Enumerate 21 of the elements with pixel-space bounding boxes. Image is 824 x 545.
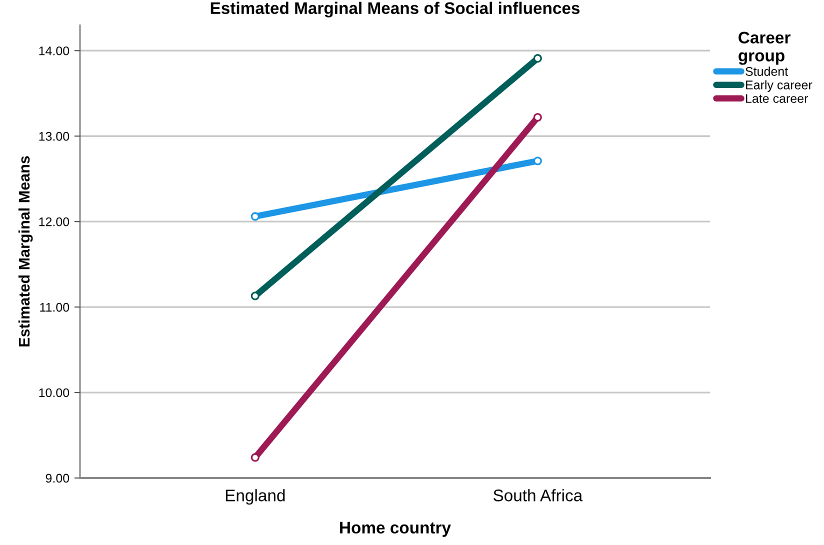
y-axis-title: Estimated Marginal Means: [18, 156, 33, 346]
point: [533, 54, 542, 63]
legend-title: Career group: [738, 32, 790, 65]
x-axis-title: Home country: [340, 522, 451, 537]
y-tick-label: 12.00: [39, 217, 70, 226]
point: [250, 453, 260, 462]
x-tick-label: England: [226, 489, 285, 505]
chart-title: Estimated Marginal Means of Social influences: [210, 2, 580, 18]
x-tick-label: South Africa: [493, 489, 583, 502]
point: [250, 292, 260, 300]
y-tick-label: 14.00: [39, 46, 70, 56]
y-tick-label: 10.00: [39, 388, 70, 398]
legend-label: Early career: [746, 80, 812, 92]
point: [533, 113, 542, 122]
y-tick-label: 13.00: [39, 132, 70, 141]
legend-label: Student: [746, 66, 788, 76]
point: [250, 212, 260, 221]
point: [533, 156, 542, 166]
y-tick-label: 9.00: [46, 474, 70, 483]
legend-label: Late career: [746, 94, 808, 103]
y-tick-label: 11.00: [40, 302, 70, 312]
